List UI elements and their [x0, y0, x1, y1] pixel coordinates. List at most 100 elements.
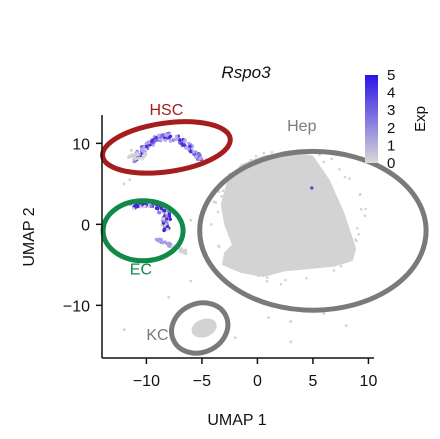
colorbar-tick-label: 0: [387, 155, 395, 172]
data-point: [194, 155, 198, 159]
data-point: [254, 154, 258, 158]
data-point: [157, 133, 161, 138]
data-point: [192, 150, 197, 154]
data-point: [149, 204, 153, 209]
data-point: [216, 210, 220, 214]
data-point: [164, 241, 169, 245]
data-point: [318, 153, 321, 157]
data-point: [230, 251, 234, 254]
data-point: [221, 189, 225, 192]
data-point: [154, 237, 158, 241]
data-point: [161, 217, 166, 221]
colorbar-tick-label: 1: [387, 137, 395, 154]
cluster-outline-hep: [197, 148, 429, 313]
data-point: [161, 241, 165, 245]
data-point: [167, 241, 171, 245]
data-point: [164, 132, 168, 137]
data-point: [357, 232, 361, 236]
data-point: [168, 139, 173, 143]
cluster-label-hep: Hep: [287, 118, 316, 135]
data-point: [162, 227, 167, 231]
data-point: [183, 146, 188, 150]
data-point: [249, 158, 253, 162]
data-point: [289, 340, 293, 344]
data-point: [262, 151, 266, 155]
data-point: [167, 295, 171, 299]
x-tick-label: −10: [133, 373, 160, 390]
data-point: [164, 217, 169, 221]
data-point: [355, 239, 358, 243]
data-point: [186, 147, 190, 151]
data-point: [279, 282, 283, 286]
data-point: [220, 195, 223, 198]
data-point: [144, 141, 148, 146]
points-layer: [122, 131, 367, 344]
data-point: [332, 269, 336, 272]
kc-point-cloud: [191, 318, 217, 338]
colorbar-tick-label: 5: [387, 67, 395, 84]
data-point: [179, 249, 183, 253]
colorbar-tick-label: 3: [387, 102, 395, 119]
colorbar-bar: [365, 75, 378, 163]
cluster-label-ec: EC: [130, 262, 152, 279]
x-tick-label: 5: [308, 373, 317, 390]
data-point: [122, 182, 126, 186]
data-point: [159, 206, 164, 211]
data-point: [141, 146, 145, 150]
data-point: [129, 148, 134, 152]
data-point: [270, 151, 274, 154]
data-point: [168, 134, 173, 139]
data-point: [330, 157, 333, 161]
data-point: [358, 193, 362, 197]
data-point: [360, 208, 363, 211]
data-point: [156, 207, 160, 211]
data-point: [167, 244, 171, 248]
data-point: [178, 138, 182, 142]
data-point: [217, 190, 221, 194]
colorbar-label: Exp: [412, 106, 429, 132]
data-point: [143, 152, 147, 156]
data-point: [143, 204, 147, 209]
data-point: [266, 276, 269, 279]
data-point: [165, 227, 170, 232]
data-point: [150, 139, 154, 144]
data-point: [188, 144, 192, 149]
data-point: [212, 200, 216, 203]
data-point: [159, 238, 163, 242]
data-point: [135, 153, 139, 157]
data-point: [164, 214, 169, 218]
y-axis-label: UMAP 2: [21, 207, 38, 266]
cluster-label-hsc: HSC: [150, 102, 184, 119]
data-point: [196, 152, 201, 156]
data-point: [265, 280, 269, 283]
data-point: [289, 320, 293, 323]
data-point: [214, 201, 218, 204]
data-point: [136, 156, 141, 161]
data-point: [239, 260, 243, 264]
data-point: [173, 137, 177, 142]
y-tick-label: 0: [81, 217, 90, 234]
data-point: [228, 253, 231, 256]
data-point: [233, 336, 237, 340]
hep-point-cloud: [220, 152, 357, 277]
data-point: [163, 208, 167, 213]
data-point: [217, 245, 221, 249]
data-point: [133, 157, 138, 161]
data-point: [183, 250, 188, 254]
data-point: [364, 207, 367, 211]
data-point: [174, 134, 179, 139]
data-point: [344, 324, 348, 327]
data-point: [284, 278, 287, 282]
data-point: [356, 227, 359, 230]
data-point: [167, 214, 172, 219]
data-point: [267, 316, 270, 319]
y-tick-label: 10: [72, 136, 90, 153]
axes: −10 −5 0 5 10 10 0 −10: [63, 115, 378, 390]
data-point: [154, 138, 158, 143]
data-point: [144, 144, 149, 149]
x-tick-label: 10: [360, 373, 378, 390]
data-point: [198, 157, 202, 161]
data-point: [135, 204, 139, 208]
data-point: [348, 177, 351, 180]
data-point: [128, 178, 132, 182]
